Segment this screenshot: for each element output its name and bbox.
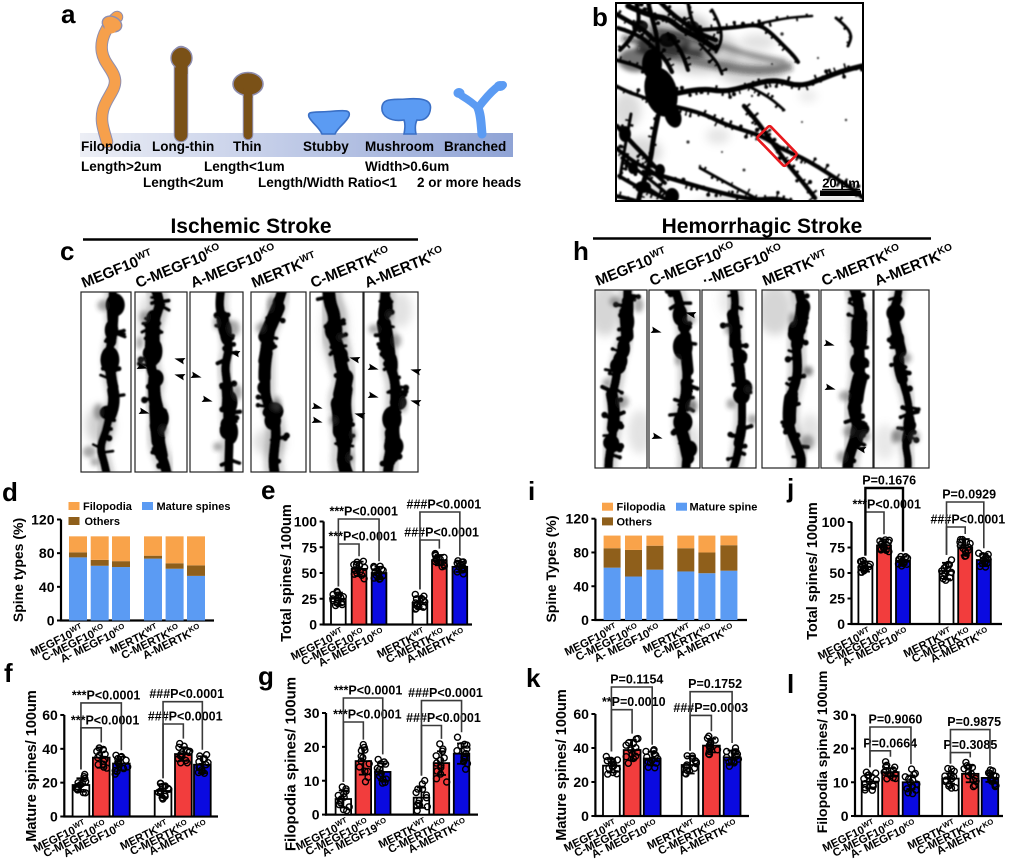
svg-text:Length<2um: Length<2um <box>143 175 224 190</box>
svg-text:60: 60 <box>573 706 589 722</box>
svg-text:###P<0.0001: ###P<0.0001 <box>407 498 482 512</box>
svg-text:Length<1um: Length<1um <box>204 159 285 174</box>
svg-text:30: 30 <box>833 707 849 723</box>
svg-text:Filopodia: Filopodia <box>81 139 141 154</box>
svg-text:Mature spine: Mature spine <box>690 502 758 514</box>
svg-text:20: 20 <box>42 775 58 791</box>
svg-text:###P<0.0001: ###P<0.0001 <box>408 686 483 700</box>
svg-text:Others: Others <box>85 516 120 528</box>
svg-text:c: c <box>60 236 74 266</box>
svg-text:Branched: Branched <box>444 139 506 154</box>
svg-text:20: 20 <box>573 774 589 790</box>
svg-text:60: 60 <box>42 707 58 723</box>
svg-text:P=0.9060: P=0.9060 <box>869 713 923 727</box>
svg-text:Mature spines: Mature spines <box>157 501 231 513</box>
svg-text:Filopodia spines/ 100um: Filopodia spines/ 100um <box>814 671 830 834</box>
svg-text:***P<0.0001: ***P<0.0001 <box>72 688 141 702</box>
svg-text:Total spines/ 100um: Total spines/ 100um <box>279 504 295 642</box>
svg-text:j: j <box>786 473 794 503</box>
svg-text:***P<0.0001: ***P<0.0001 <box>852 498 921 512</box>
svg-text:f: f <box>4 658 13 688</box>
svg-text:Filopodia: Filopodia <box>83 501 133 513</box>
svg-text:P=0.1154: P=0.1154 <box>610 673 663 687</box>
svg-text:25: 25 <box>829 591 845 607</box>
svg-text:40: 40 <box>573 578 589 594</box>
svg-text:P=0.1676: P=0.1676 <box>862 474 916 488</box>
svg-text:Total spines/ 100um: Total spines/ 100um <box>805 502 821 640</box>
svg-text:Hemorrhagic Stroke: Hemorrhagic Stroke <box>662 215 863 238</box>
svg-text:50: 50 <box>829 565 845 581</box>
svg-text:0: 0 <box>312 807 320 823</box>
svg-text:50: 50 <box>302 565 318 581</box>
svg-text:80: 80 <box>573 545 589 561</box>
svg-text:10: 10 <box>833 774 849 790</box>
svg-text:0: 0 <box>841 808 849 824</box>
svg-text:0: 0 <box>581 612 589 628</box>
svg-text:***P<0.0001: ***P<0.0001 <box>334 684 403 698</box>
svg-text:Length/Width Ratio<1: Length/Width Ratio<1 <box>258 175 397 190</box>
svg-text:25: 25 <box>302 591 318 607</box>
svg-text:0: 0 <box>47 613 55 629</box>
svg-text:###P<0.0001: ###P<0.0001 <box>149 687 224 701</box>
svg-text:0: 0 <box>837 616 845 632</box>
svg-text:P=0.0664: P=0.0664 <box>863 736 917 750</box>
svg-text:Long-thin: Long-thin <box>152 139 214 154</box>
svg-text:2 or more heads: 2 or more heads <box>417 175 521 190</box>
svg-text:l: l <box>787 669 794 699</box>
svg-text:0: 0 <box>581 808 589 824</box>
svg-text:Mature spines/ 100um: Mature spines/ 100um <box>24 690 40 842</box>
svg-text:100: 100 <box>294 514 318 530</box>
svg-text:Width>0.6um: Width>0.6um <box>365 159 449 174</box>
svg-text:Filopodia: Filopodia <box>617 502 667 514</box>
svg-text:120: 120 <box>566 511 590 527</box>
svg-text:Stubby: Stubby <box>303 139 349 154</box>
svg-text:P=0.1752: P=0.1752 <box>688 677 742 691</box>
svg-text:Filopodia spines/ 100um: Filopodia spines/ 100um <box>283 677 300 851</box>
svg-text:120: 120 <box>31 512 55 528</box>
svg-text:Spine types (%): Spine types (%) <box>10 518 26 622</box>
svg-text:40: 40 <box>39 579 55 595</box>
svg-text:20: 20 <box>304 739 320 755</box>
svg-text:40: 40 <box>42 741 58 757</box>
svg-text:0: 0 <box>309 617 317 633</box>
svg-text:k: k <box>526 663 541 693</box>
svg-text:Thin: Thin <box>233 139 262 154</box>
svg-text:75: 75 <box>302 539 318 555</box>
svg-text:###P<0.0001: ###P<0.0001 <box>930 513 1005 527</box>
svg-text:Ischemic Stroke: Ischemic Stroke <box>170 215 331 238</box>
svg-text:75: 75 <box>829 540 845 556</box>
svg-text:Mature spines/ 100um: Mature spines/ 100um <box>554 689 570 841</box>
svg-text:h: h <box>573 236 589 266</box>
svg-text:20: 20 <box>833 741 849 757</box>
svg-text:P=0.9875: P=0.9875 <box>947 715 1001 729</box>
svg-text:Mushroom: Mushroom <box>365 139 434 154</box>
svg-text:###P<0.0001: ###P<0.0001 <box>148 710 223 724</box>
svg-text:a: a <box>61 0 76 29</box>
svg-text:30: 30 <box>304 705 320 721</box>
svg-text:###P=0.0003: ###P=0.0003 <box>673 701 748 715</box>
svg-text:100: 100 <box>822 514 846 530</box>
svg-text:b: b <box>592 2 608 32</box>
svg-text:###P<0.0001: ###P<0.0001 <box>404 526 479 540</box>
svg-text:###P<0.0001: ###P<0.0001 <box>406 711 481 725</box>
svg-text:Length>2um: Length>2um <box>81 159 162 174</box>
svg-text:20 μm: 20 μm <box>822 176 860 191</box>
svg-text:e: e <box>261 475 275 505</box>
svg-text:***P<0.0001: ***P<0.0001 <box>329 505 398 519</box>
svg-text:d: d <box>2 477 18 507</box>
svg-text:g: g <box>258 661 274 691</box>
svg-text:40: 40 <box>573 740 589 756</box>
svg-text:i: i <box>528 476 535 506</box>
svg-text:10: 10 <box>304 773 320 789</box>
svg-text:80: 80 <box>39 545 55 561</box>
svg-text:0: 0 <box>50 809 58 825</box>
svg-text:Spine Types (%): Spine Types (%) <box>543 515 559 622</box>
svg-text:Others: Others <box>617 516 652 528</box>
svg-text:P=0.0929: P=0.0929 <box>942 488 996 502</box>
